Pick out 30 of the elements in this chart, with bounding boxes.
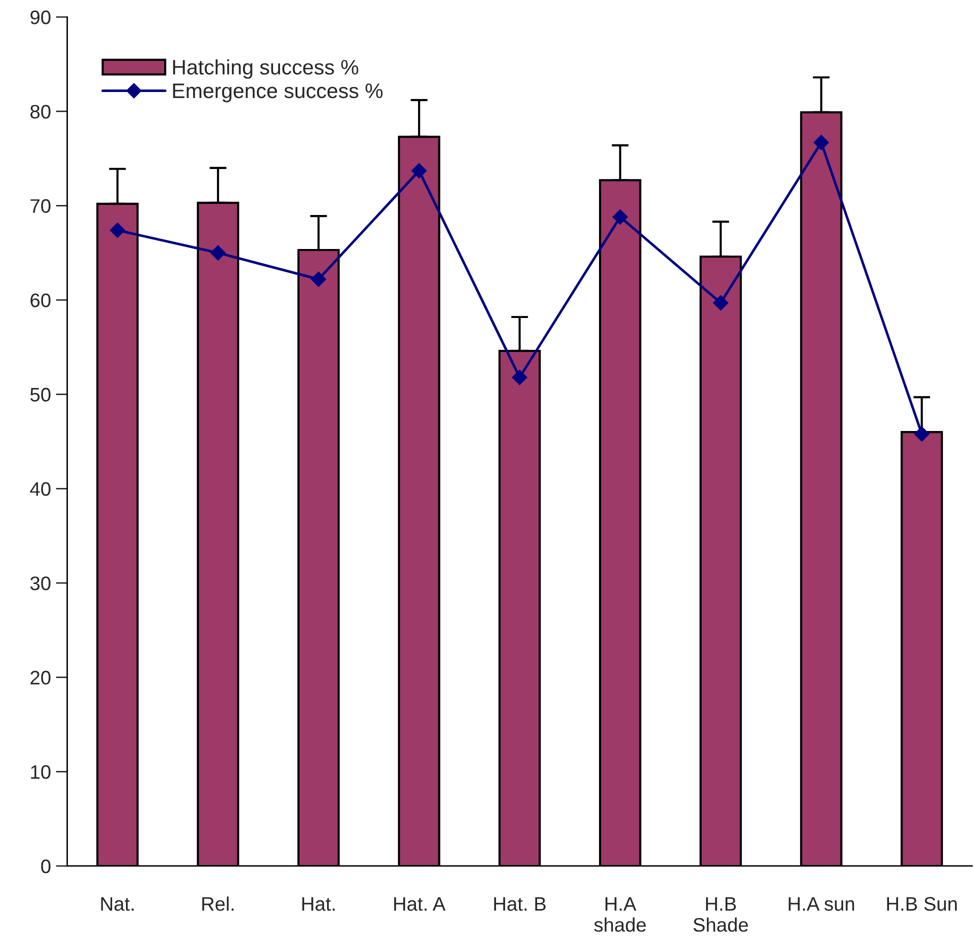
point [814,134,829,150]
x-tick-label: H.A sun [788,897,854,911]
x-tick-label: H.B Sun [887,897,957,911]
point [110,222,126,238]
y-tick-label: 30 [30,576,50,590]
point [713,295,728,310]
x-tick-label: Rel. [202,896,234,911]
y-tick-label: 20 [30,670,50,685]
y-tick-label: 0 [41,859,50,874]
y-tick-label: 70 [30,199,50,213]
y-tick-label: 90 [30,10,50,24]
legend-label: Emergence success % [173,84,383,102]
y-tick-label: 50 [30,388,50,402]
x-tick-label: Nat. [101,897,134,911]
y-tick-label: 10 [31,765,50,779]
point [512,370,528,385]
point [310,272,326,287]
x-tick-label: Hat. A [394,897,446,911]
x-tick-label: Hat. [302,897,335,911]
point [412,163,427,178]
x-tick-label: Hat. B [494,897,546,911]
point [914,426,930,442]
x-tick-label: H.A shade [594,897,646,932]
y-tick-label: 60 [30,293,50,308]
y-tick-label: 40 [30,482,50,496]
point [210,245,226,260]
x-tick-label: H.B Shade [693,897,748,932]
y-tick-label: 80 [30,104,50,119]
legend-label: Hatching success % [173,59,358,79]
point [612,209,628,225]
